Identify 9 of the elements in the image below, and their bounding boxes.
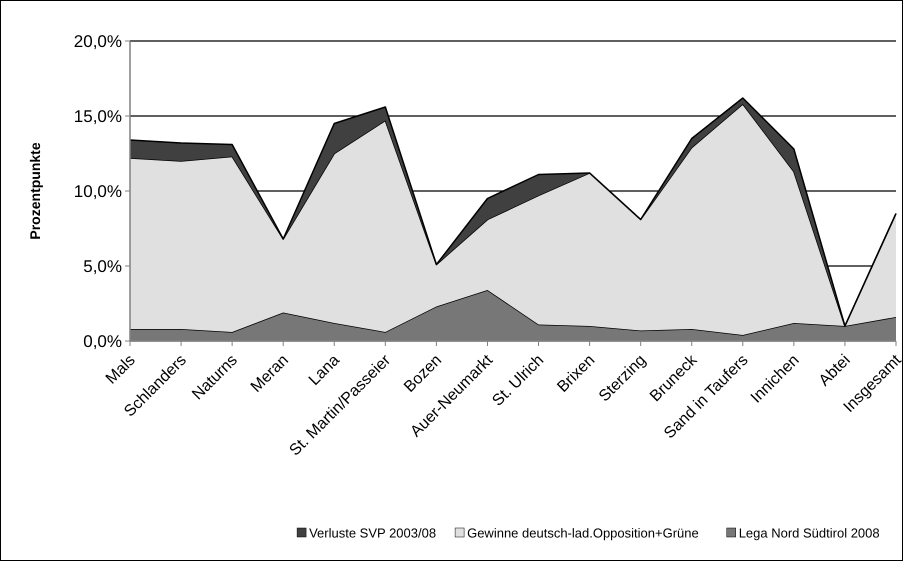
- y-tick-label: 15,0%: [74, 106, 122, 126]
- legend-label: Gewinne deutsch-lad.Opposition+Grüne: [467, 526, 699, 541]
- y-axis-title: Prozentpunkte: [27, 142, 43, 240]
- y-tick-label: 20,0%: [74, 32, 122, 51]
- y-tick-label: 0,0%: [83, 332, 122, 351]
- legend-label: Lega Nord Südtirol 2008: [738, 526, 880, 541]
- y-tick-label: 5,0%: [83, 256, 122, 276]
- y-tick-label: 10,0%: [74, 182, 122, 201]
- legend-label: Verluste SVP 2003/08: [309, 526, 436, 541]
